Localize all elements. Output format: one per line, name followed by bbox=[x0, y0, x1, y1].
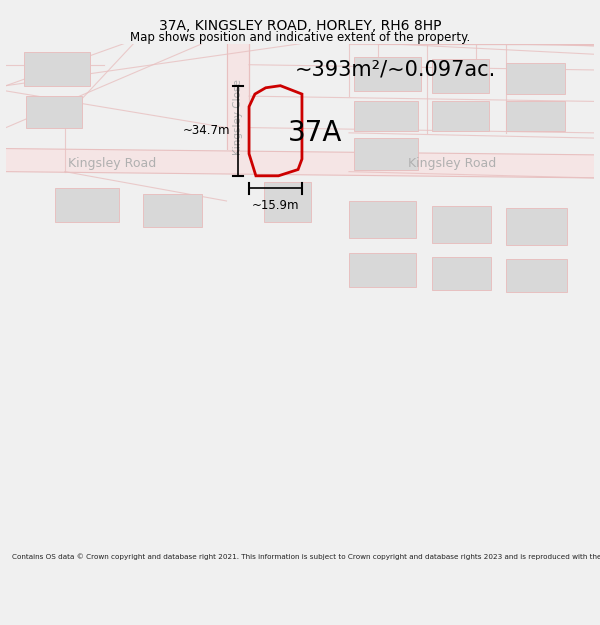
Bar bbox=[55, 188, 119, 222]
Text: ~393m²/~0.097ac.: ~393m²/~0.097ac. bbox=[295, 60, 496, 80]
Text: ~34.7m: ~34.7m bbox=[183, 124, 230, 138]
Polygon shape bbox=[6, 149, 594, 178]
Bar bbox=[506, 259, 566, 292]
Bar bbox=[506, 208, 566, 245]
Bar bbox=[506, 62, 565, 94]
Bar bbox=[143, 194, 202, 227]
Bar bbox=[433, 101, 489, 131]
Text: 37A, KINGSLEY ROAD, HORLEY, RH6 8HP: 37A, KINGSLEY ROAD, HORLEY, RH6 8HP bbox=[159, 19, 441, 33]
Text: Kingsley Close: Kingsley Close bbox=[233, 79, 243, 155]
Text: 37A: 37A bbox=[287, 119, 342, 147]
Bar bbox=[23, 52, 90, 86]
Bar bbox=[506, 101, 565, 131]
Text: Kingsley Road: Kingsley Road bbox=[408, 157, 496, 170]
Text: Map shows position and indicative extent of the property.: Map shows position and indicative extent… bbox=[130, 31, 470, 44]
Text: ~15.9m: ~15.9m bbox=[252, 199, 299, 212]
Bar bbox=[433, 59, 489, 93]
Bar bbox=[349, 253, 416, 287]
Text: Kingsley Road: Kingsley Road bbox=[68, 157, 156, 170]
Text: Contains OS data © Crown copyright and database right 2021. This information is : Contains OS data © Crown copyright and d… bbox=[12, 554, 600, 561]
Bar bbox=[264, 182, 311, 222]
Bar bbox=[433, 256, 491, 290]
Bar bbox=[26, 96, 82, 128]
Bar bbox=[433, 206, 491, 243]
Bar bbox=[354, 58, 421, 91]
Bar bbox=[354, 138, 418, 169]
Bar bbox=[349, 201, 416, 238]
Bar bbox=[354, 101, 418, 131]
